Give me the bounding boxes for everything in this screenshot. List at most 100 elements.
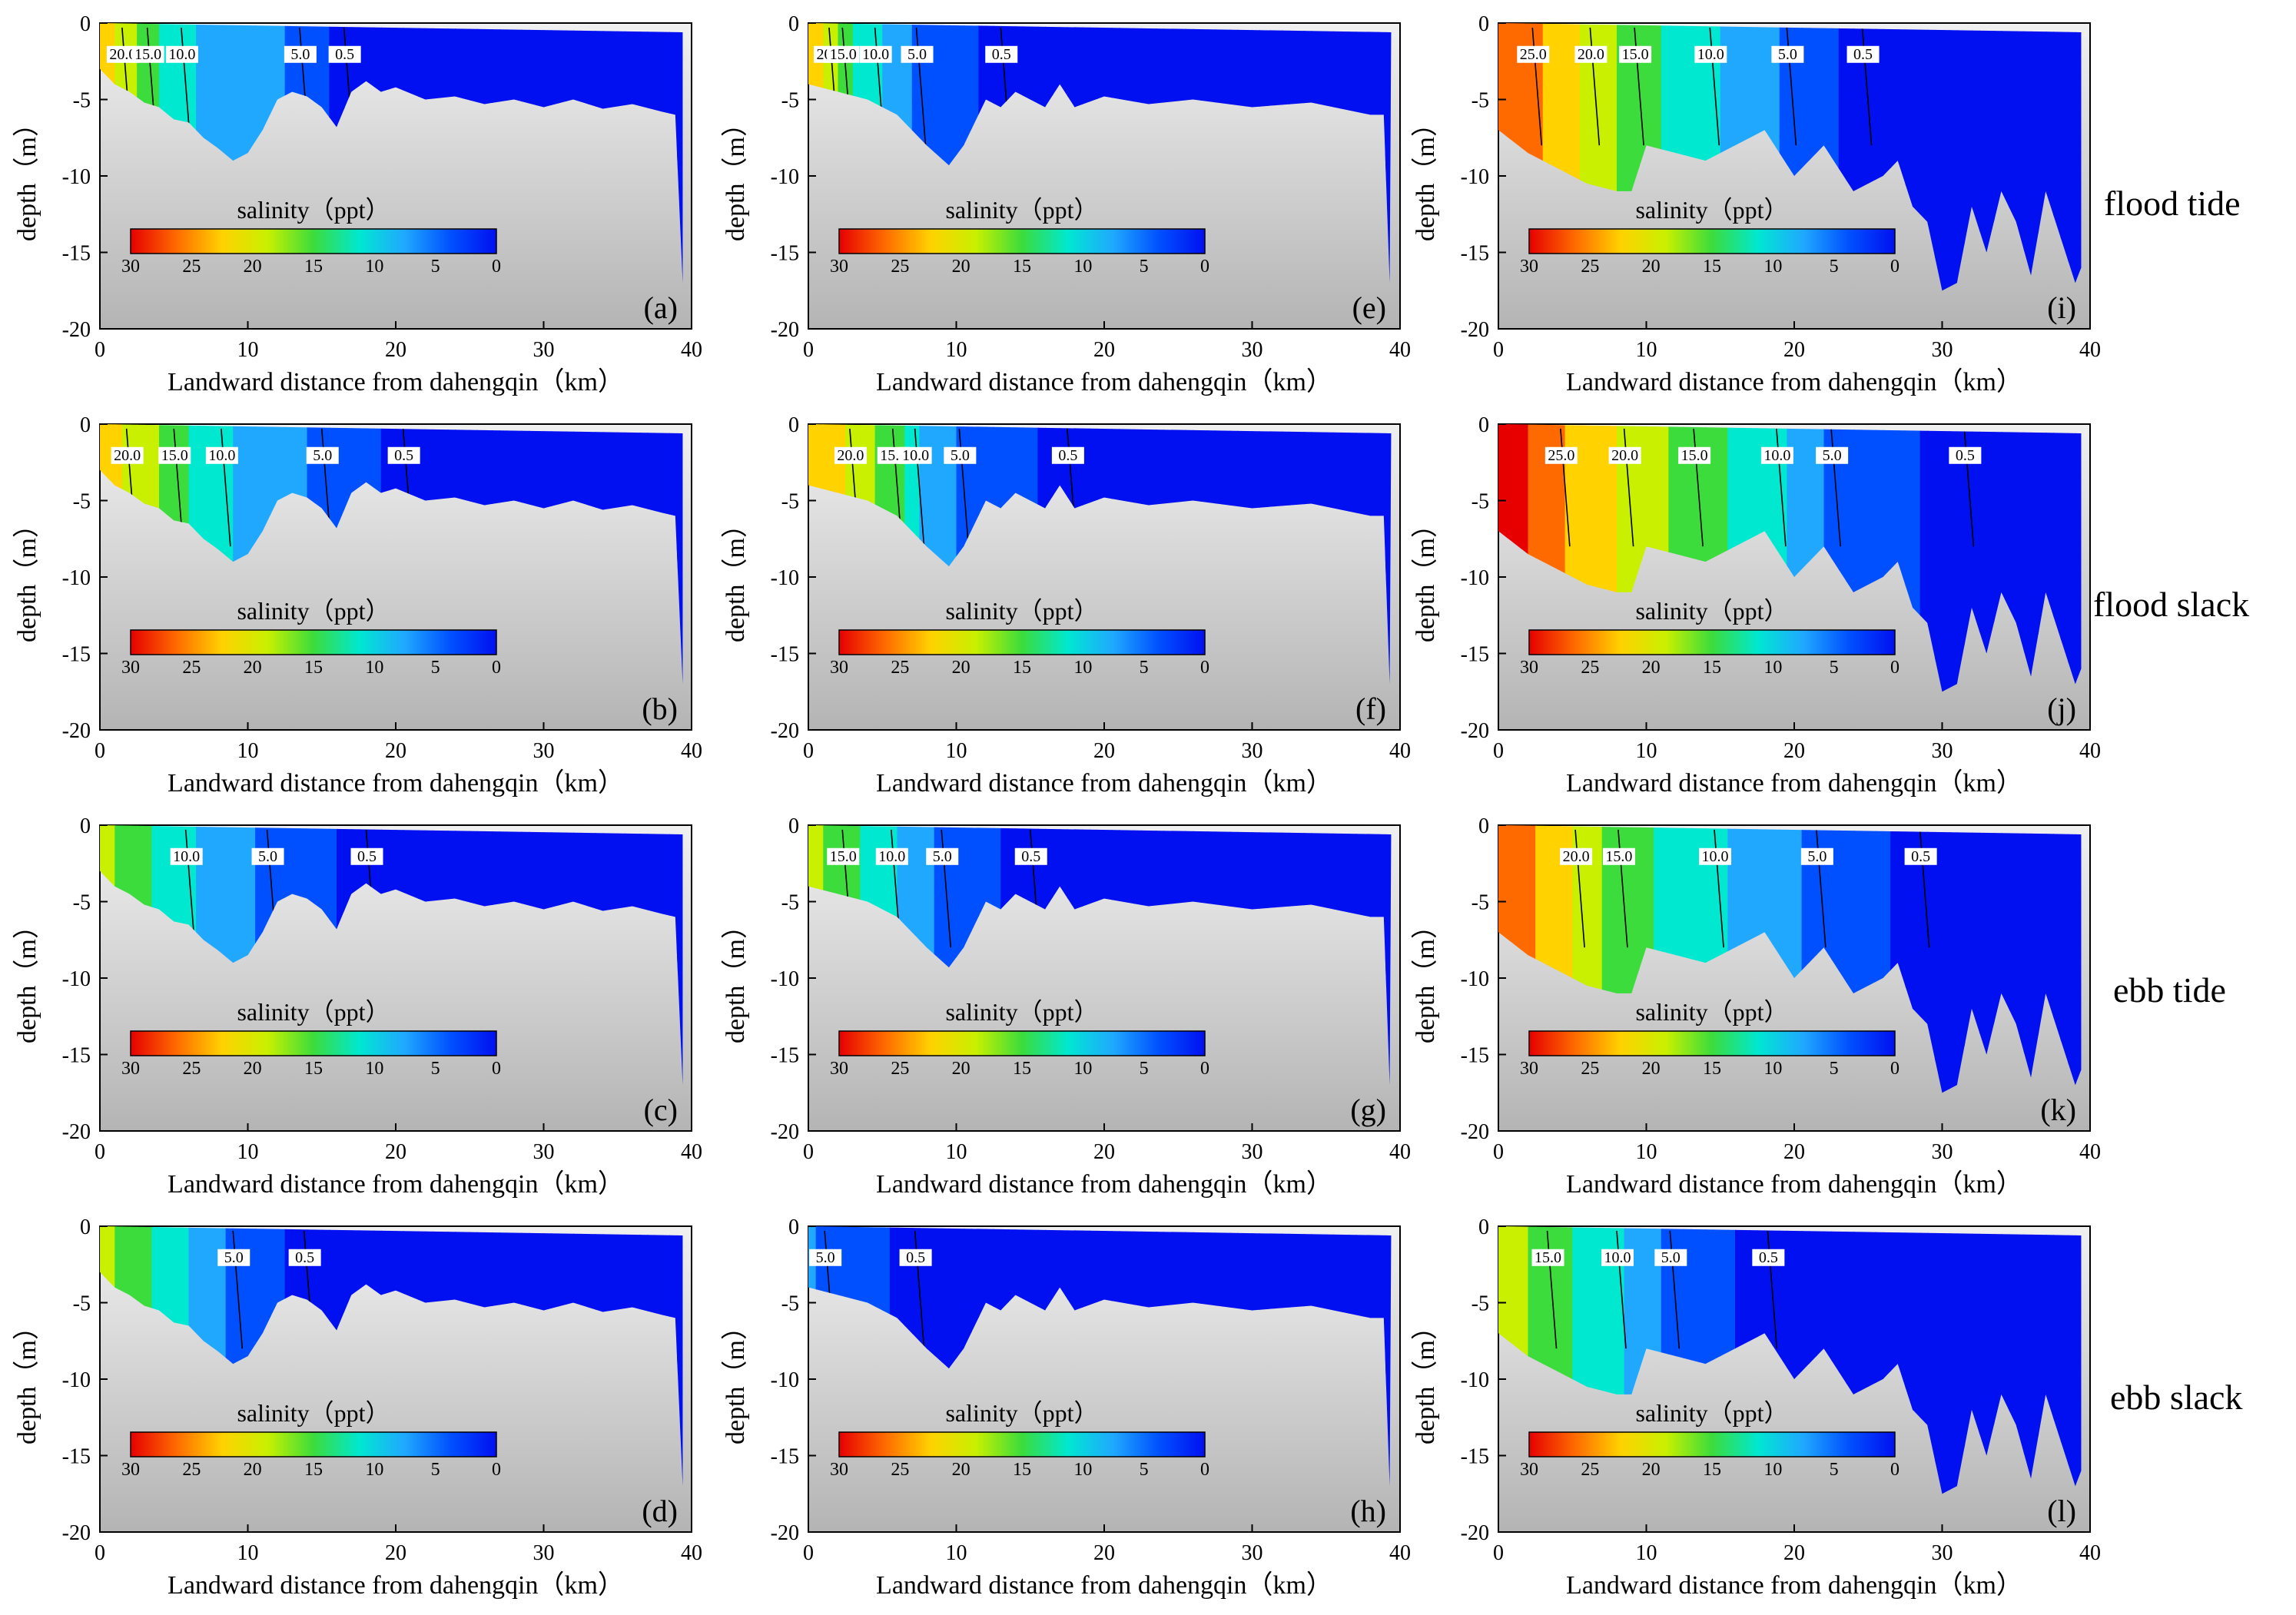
contour-label: 10.0 [173,848,200,865]
salinity-strip [1986,424,1995,692]
salinity-strip [1853,1226,1862,1494]
y-axis-label: depth（m） [12,111,41,241]
salinity-strip [1705,1226,1714,1494]
x-tick-label: 20 [385,739,406,763]
salinity-strip [1964,424,1973,692]
x-tick-label: 10 [237,1541,259,1565]
contour-label-box [284,45,317,63]
salinity-strip [1956,23,1966,291]
row-label-flood-slack: flood slack [2093,585,2250,624]
colorbar-tick-label: 0 [1890,658,1900,678]
colorbar-tick-label: 30 [121,658,140,678]
y-tick-label: 0 [1478,413,1489,437]
colorbar-tick-label: 30 [830,1460,848,1480]
contour-label-box [217,1249,251,1266]
colorbar-tick-label: 15 [1013,1059,1031,1079]
contour-label: 0.5 [906,1249,925,1266]
contour-label: 0.5 [1853,46,1873,63]
salinity-strip [1794,424,1803,692]
contour-label: 0.5 [1021,848,1040,865]
salinity-strip [676,1226,683,1487]
contour-label: 10.0 [878,848,905,865]
salinity-strip [1609,1226,1617,1494]
colorbar-tick-label: 15 [304,1059,323,1079]
x-tick-label: 0 [95,1140,105,1164]
contour-label: 0.5 [394,447,413,464]
salinity-strip [1787,424,1795,692]
contour-label-box [834,446,867,464]
salinity-strip [2075,1226,2082,1494]
salinity-strip [1868,424,1876,692]
x-tick-label: 10 [1636,338,1657,362]
salinity-strip [1690,1226,1699,1494]
contour-label-box [288,1249,321,1266]
salinity-field [1498,1226,2082,1494]
x-tick-label: 20 [385,1541,406,1565]
salinity-strip [1890,424,1899,692]
colorbar-tick-label: 30 [1520,1059,1538,1079]
salinity-strip [1587,1226,1596,1494]
x-tick-label: 10 [237,739,259,763]
y-tick-label: -10 [62,967,91,991]
contour-label-box [827,45,860,63]
contour-label-box [1678,446,1711,464]
salinity-strip [2045,424,2054,692]
y-tick-label: -5 [781,891,799,915]
salinity-strip [1617,825,1625,1093]
y-tick-label: -15 [1461,1044,1489,1068]
x-tick-label: 10 [946,1140,967,1164]
colorbar-title: salinity（ppt） [237,597,390,625]
x-axis-label: Landward distance from dahengqin（km） [1566,1169,2022,1199]
salinity-strip [1993,424,2002,692]
colorbar-tick-label: 25 [891,1460,909,1480]
salinity-strip [1794,1226,1803,1494]
y-tick-label: -10 [62,165,91,189]
contour-label-box [1051,446,1084,464]
x-tick-label: 30 [533,739,555,763]
salinity-strip [1594,23,1603,291]
salinity-strip [941,825,950,1086]
salinity-strip [1385,1226,1392,1487]
panel-label: (g) [1350,1093,1386,1127]
colorbar-tick-label: 20 [952,658,970,678]
colorbar-tick-label: 10 [1763,1460,1782,1480]
colorbar-tick-label: 5 [1830,257,1839,277]
salinity-strip [1558,424,1566,692]
salinity-strip [2052,23,2062,291]
panel-label: (a) [644,290,678,325]
salinity-strip [2052,825,2062,1093]
x-tick-label: 40 [681,1140,702,1164]
colorbar-tick-label: 0 [1200,257,1209,277]
y-tick-label: -15 [1461,242,1489,266]
contour-label-box [901,45,934,63]
colorbar [1528,1030,1896,1056]
salinity-strip [240,424,249,685]
x-tick-label: 10 [1636,739,1657,763]
x-tick-label: 10 [1636,1140,1657,1164]
y-tick-label: 0 [80,12,91,36]
x-tick-label: 40 [2079,1140,2101,1164]
colorbar-tick-label: 5 [1140,1059,1149,1079]
x-tick-label: 40 [2079,1541,2101,1565]
y-tick-label: -10 [771,165,799,189]
colorbar [838,629,1206,655]
contour-label: 10.0 [168,46,195,63]
contour-label: 15.0 [1535,1249,1561,1266]
salinity-strip [1690,23,1699,291]
salinity-strip [2038,23,2047,291]
x-tick-label: 20 [1783,739,1805,763]
salinity-strip [1535,825,1544,1093]
panel-e: 20.015.010.05.00.5salinity（ppt）302520151… [721,12,1411,396]
colorbar-tick-label: 30 [1520,658,1538,678]
colorbar-tick-label: 10 [365,1460,383,1480]
salinity-strip [1697,424,1707,692]
panel-g: 15.0 10.0 5.0 0.5 salinity（ppt） 30 25 20 15 10 5 0 (… [721,814,1411,1199]
colorbar-title: salinity（ppt） [1635,1399,1788,1427]
contour-label: 10.0 [1763,447,1790,464]
colorbar-title: salinity（ppt） [1635,998,1788,1026]
contour-label: 15.0 [830,848,857,865]
x-tick-label: 30 [1932,739,1953,763]
salinity-strip [2031,424,2039,692]
x-tick-label: 0 [95,338,105,362]
salinity-strip [2023,1226,2032,1494]
